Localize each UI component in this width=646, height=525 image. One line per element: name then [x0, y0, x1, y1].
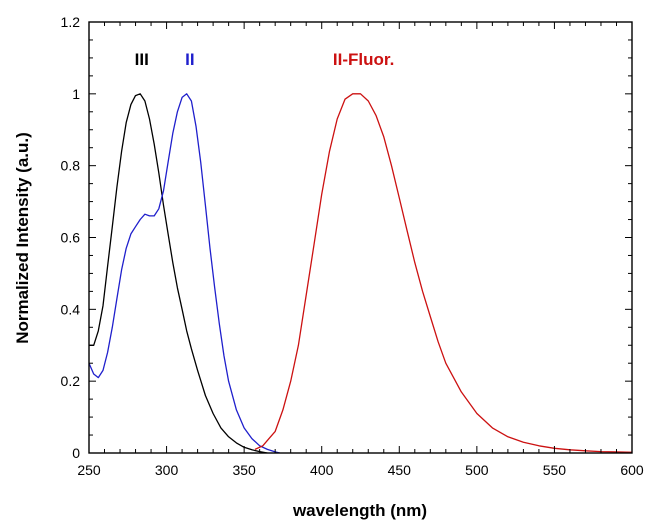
- x-tick-label: 600: [620, 462, 644, 478]
- x-tick-label: 450: [388, 462, 412, 478]
- x-tick-label: 350: [232, 462, 256, 478]
- y-axis-title: Normalized Intensity (a.u.): [13, 132, 32, 344]
- y-tick-label: 0.6: [61, 230, 81, 246]
- series-line-1: [89, 94, 267, 453]
- x-tick-label: 300: [155, 462, 179, 478]
- series-label-3: II-Fluor.: [333, 50, 394, 69]
- x-tick-label: 400: [310, 462, 334, 478]
- x-tick-label: 250: [77, 462, 101, 478]
- y-tick-label: 1: [72, 86, 80, 102]
- y-tick-label: 1.2: [61, 14, 81, 30]
- series-label-1: III: [135, 50, 149, 69]
- series-label-2: II: [185, 50, 194, 69]
- y-tick-label: 0.2: [61, 373, 81, 389]
- y-tick-label: 0.8: [61, 158, 81, 174]
- series-line-2: [89, 94, 280, 453]
- plot-area: 250 300 350 400 450 500 550 600 0 0.2 0.4 0.6 0.8 1 1.…: [61, 14, 644, 478]
- series-line-3: [255, 94, 632, 453]
- x-axis-title: wavelength (nm): [292, 501, 427, 520]
- x-tick-label: 550: [543, 462, 567, 478]
- y-tick-label: 0: [72, 445, 80, 461]
- y-tick-label: 0.4: [61, 301, 81, 317]
- x-tick-label: 500: [465, 462, 489, 478]
- plot-frame: [89, 22, 632, 453]
